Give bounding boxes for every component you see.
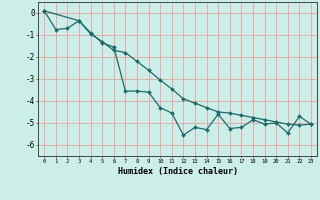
X-axis label: Humidex (Indice chaleur): Humidex (Indice chaleur)	[118, 167, 238, 176]
